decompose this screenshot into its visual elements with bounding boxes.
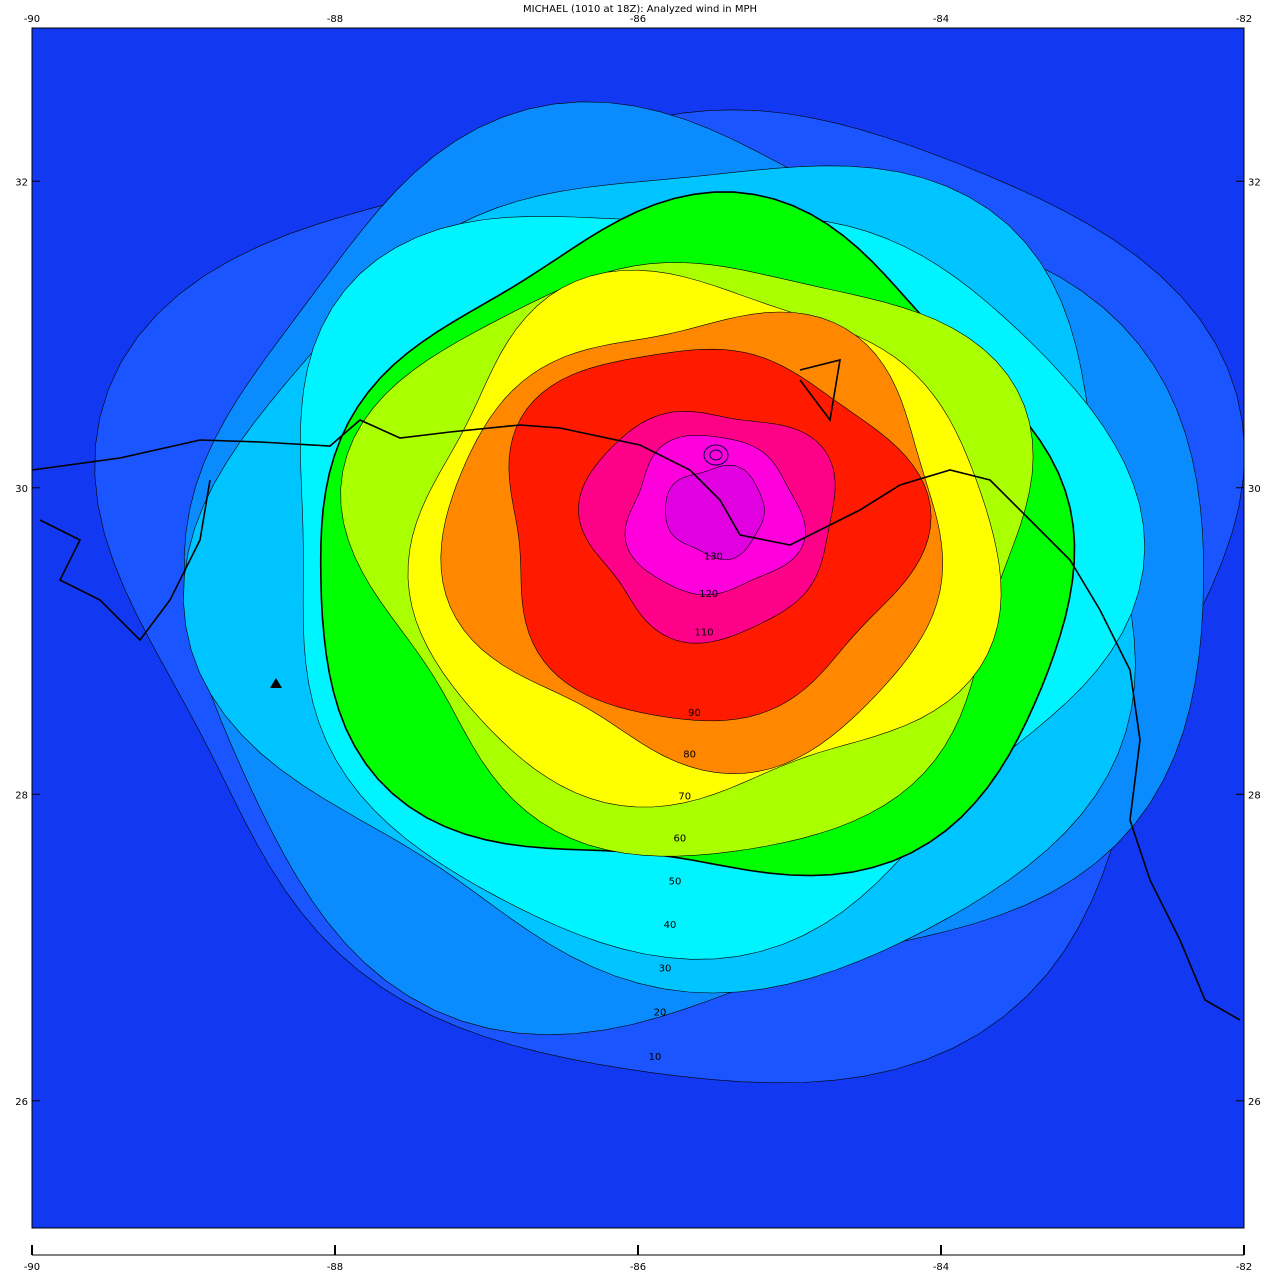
- x-tick-label-top: -84: [933, 14, 949, 25]
- contour-label: 40: [664, 920, 677, 931]
- contour-label: 20: [654, 1008, 667, 1019]
- x-tick-label-bottom: -88: [327, 1262, 343, 1273]
- y-tick-label-right: 26: [1248, 1097, 1261, 1108]
- y-tick-label-left: 26: [15, 1097, 28, 1108]
- plot-frame: [31, 27, 1245, 1229]
- map-title: MICHAEL (1010 at 18Z): Analyzed wind in …: [523, 4, 757, 15]
- coast-line: [799, 358, 841, 422]
- wind-contour: [665, 464, 765, 561]
- x-tick-label-top: -90: [24, 14, 40, 25]
- x-tick-label-top: -82: [1236, 14, 1252, 25]
- coast-line: [32, 419, 1241, 1021]
- contour-label: 50: [669, 877, 682, 888]
- contours: 10 20 30 40 50 60 70 80 90 110 120 130: [94, 101, 1244, 1084]
- x-tick-label-bottom: -82: [1236, 1262, 1252, 1273]
- y-tick-label-right: 32: [1248, 177, 1261, 188]
- contour-label: 80: [683, 749, 696, 760]
- contour-label: 10: [649, 1052, 662, 1063]
- x-tick-label-top: -86: [630, 14, 646, 25]
- x-tick-label-bottom: -84: [933, 1262, 949, 1273]
- y-tick-label-right: 30: [1248, 484, 1261, 495]
- contour-label: 110: [695, 628, 714, 639]
- x-tick-label-bottom: -90: [24, 1262, 40, 1273]
- coastline: [32, 358, 1241, 1021]
- contour-label: 120: [699, 589, 718, 600]
- contour-label: 130: [704, 551, 723, 562]
- coast-line: [39, 479, 211, 642]
- y-tick-label-right: 28: [1248, 790, 1261, 801]
- buoy-marker: [270, 678, 282, 688]
- x-tick-label-top: -88: [327, 14, 343, 25]
- eye-ring: [703, 444, 729, 466]
- contour-label: 30: [659, 964, 672, 975]
- contour-label: 70: [678, 791, 691, 802]
- eye: [703, 444, 729, 466]
- x-tick-label-bottom: -86: [630, 1262, 646, 1273]
- contour-label: 60: [674, 834, 687, 845]
- y-tick-label-left: 28: [15, 790, 28, 801]
- y-tick-label-left: 30: [15, 484, 28, 495]
- contour-label: 90: [688, 708, 701, 719]
- y-tick-label-left: 32: [15, 177, 28, 188]
- eye-ring: [709, 449, 723, 461]
